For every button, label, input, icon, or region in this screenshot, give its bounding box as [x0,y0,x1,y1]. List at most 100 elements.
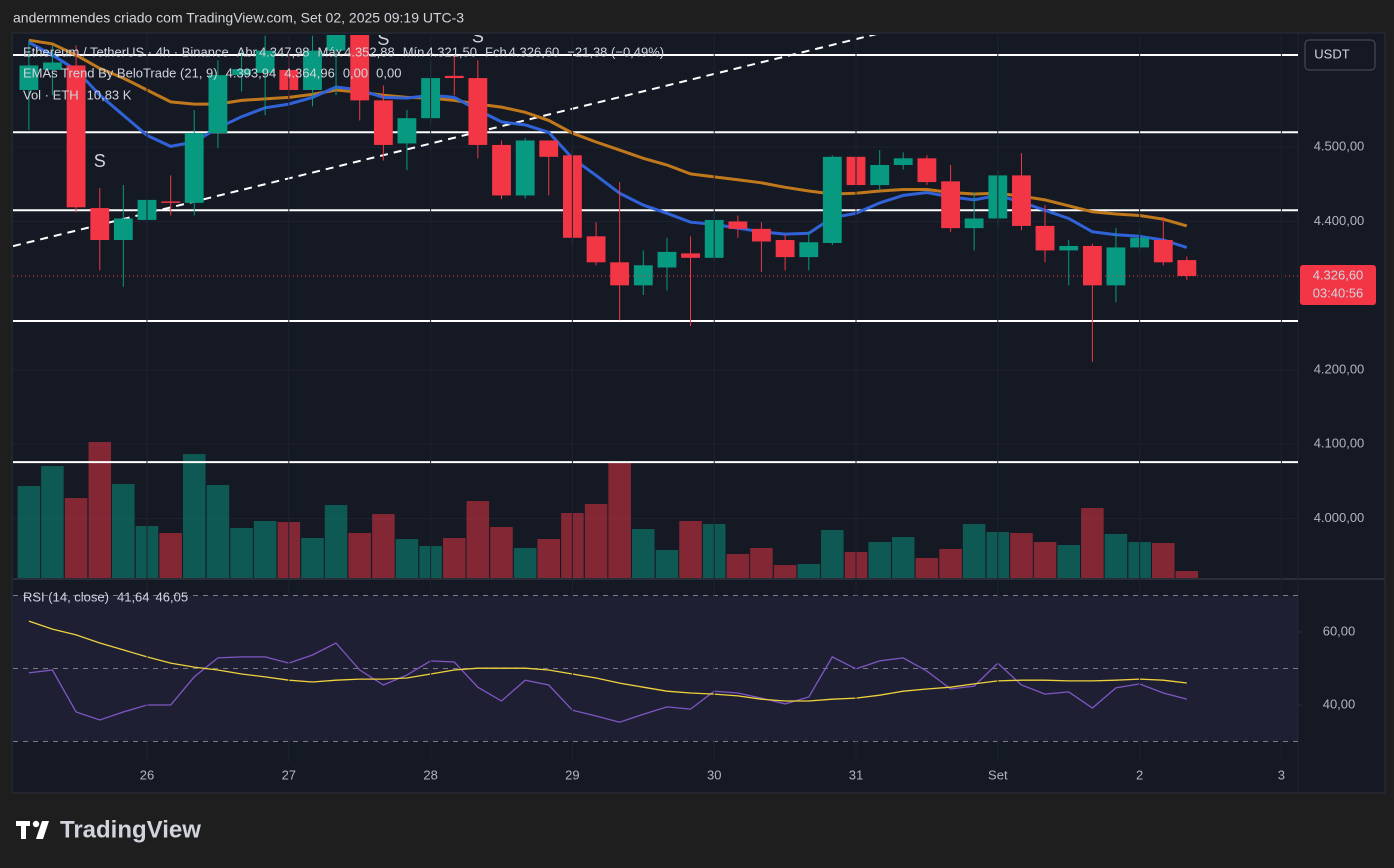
candle-body [917,158,937,183]
last-price-label: 4.326,60 [1313,267,1364,282]
signal-label: S [94,151,106,171]
candle-body [799,242,819,258]
volume-bar [159,533,182,578]
candle-body [657,251,677,268]
last-price-box [1300,264,1376,305]
x-tick-label: 31 [849,767,863,782]
volume-bar [1033,542,1057,578]
candle-body [941,181,961,229]
volume-bar [1057,544,1080,578]
candle-body [893,158,913,165]
volume-bar [797,563,821,578]
volume-bar [466,501,490,578]
volume-bar [348,533,371,578]
x-tick-label: 29 [565,767,579,782]
volume-bar [206,485,230,578]
branding: TradingView [60,816,201,843]
candle-body [870,164,890,186]
volume-bar [939,548,962,578]
candle-body [492,144,511,196]
candle-body [1012,175,1031,226]
volume-bar [868,542,891,578]
legend-text: 0,00 [376,65,401,80]
legend-text: Abr [237,44,258,59]
currency-label[interactable]: USDT [1314,46,1349,61]
candle-body [964,218,984,229]
volume-bar [64,497,88,578]
x-tick-label: 27 [282,767,296,782]
y-tick-label: 4.400,00 [1314,213,1365,228]
volume-bar [301,537,324,578]
candle-body [326,35,346,51]
legend-text: 4.347,98 [259,44,310,59]
volume-bar [773,565,797,578]
candle-body [184,133,204,203]
signal-label: S [377,29,389,49]
volume-bar [324,505,348,578]
candle-body [232,69,251,76]
volume-bar [632,529,655,578]
legend-text: −21,38 (−0,49%) [567,44,664,59]
legend-text: 4.393,94 [226,65,277,80]
candle-body [515,140,535,196]
candle-body [303,50,322,90]
x-tick-label: 28 [423,767,437,782]
volume-bar [750,548,773,578]
rsi-line [28,642,1187,723]
y-tick-label: 60,00 [1323,623,1356,638]
volume-bar [584,504,608,578]
volume-bar [395,539,419,578]
volume-bar [1081,508,1104,578]
candle-body [66,65,86,208]
legend-text: 46,05 [156,589,189,604]
y-tick-label: 4.500,00 [1314,139,1365,154]
volume-bar [88,442,112,578]
x-tick-label: 30 [707,767,721,782]
volume-bar [915,558,939,578]
volume-bar [443,537,466,578]
volume-bar [112,484,135,578]
volume-bar [608,463,631,578]
legend-text: 4.352,88 [344,44,395,59]
volume-bar [821,529,844,578]
legend-text: EMAs Trend By BeloTrade (21, 9) [23,65,218,80]
volume-bar [182,454,206,578]
candle-body [43,62,62,70]
y-tick-label: 4.100,00 [1314,436,1365,451]
volume-bar [1104,533,1128,578]
volume-bar [537,539,560,578]
candle-body [752,228,771,242]
currency-button[interactable] [1304,39,1376,71]
candle-body [468,78,488,145]
volume-bar [490,527,513,578]
candle-body [610,262,630,286]
candle-body [728,221,748,229]
header-text: andermmendes criado com TradingView.com,… [13,10,464,26]
signal-label: S [472,27,484,47]
volume-bar [962,524,986,578]
rsi-pane [13,595,1298,743]
y-tick-label: 4.000,00 [1314,510,1365,525]
volume-bar [1010,533,1033,578]
candle-body [113,218,133,241]
legend-text: 41,64 [117,589,150,604]
volume-bar [1152,543,1175,578]
volume-bar [513,548,537,578]
candle-body [822,156,842,243]
candle-body [397,118,417,144]
rsi-line [28,620,1187,702]
volume-bar [679,521,702,578]
legend-text: Fch [485,44,507,59]
candle-body [161,201,181,203]
legend-text: Mín [403,44,425,59]
legend-text: RSI (14, close) [23,589,109,604]
candle-body [208,75,228,134]
volume-bar [41,466,64,578]
volume-bar [1175,571,1199,578]
candle-body [255,50,275,73]
legend-text: 0,00 [343,65,368,80]
candle-body [681,253,700,258]
candle-body [1106,247,1126,286]
x-tick-label: Set [988,767,1008,782]
